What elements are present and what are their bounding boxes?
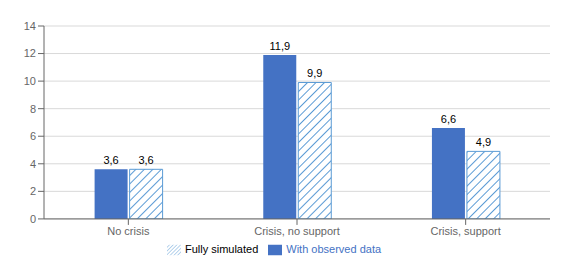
svg-text:4: 4 xyxy=(30,158,36,170)
svg-text:0: 0 xyxy=(30,213,36,225)
svg-text:11,9: 11,9 xyxy=(269,40,290,52)
svg-text:12: 12 xyxy=(24,47,36,59)
svg-text:No crisis: No crisis xyxy=(107,225,150,237)
svg-text:4,9: 4,9 xyxy=(476,136,491,148)
svg-text:2: 2 xyxy=(30,185,36,197)
html-text:Fully simulated: Fully simulated xyxy=(184,242,259,255)
svg-text:3,6: 3,6 xyxy=(103,154,118,166)
svg-text:Crisis, no support: Crisis, no support xyxy=(254,225,340,237)
svg-text:Crisis, support: Crisis, support xyxy=(431,225,501,237)
svg-text:3,6: 3,6 xyxy=(138,154,153,166)
html-text:With observed data: With observed data xyxy=(286,242,382,255)
svg-text:9,9: 9,9 xyxy=(307,67,322,79)
svg-text:14: 14 xyxy=(24,20,36,32)
svg-text:6: 6 xyxy=(30,130,36,142)
svg-text:10: 10 xyxy=(24,75,36,87)
svg-text:6,6: 6,6 xyxy=(441,113,456,125)
svg-text:8: 8 xyxy=(30,103,36,115)
